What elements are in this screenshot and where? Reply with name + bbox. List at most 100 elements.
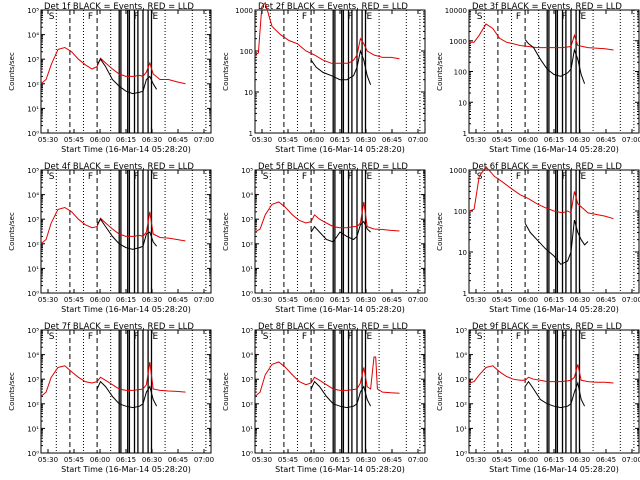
y-tick-label: 1000: [449, 167, 467, 175]
x-tick-label: 05:45: [492, 456, 512, 464]
event-marker: E: [153, 332, 159, 342]
x-tick-label: 05:45: [278, 456, 298, 464]
x-tick-label: 06:45: [168, 456, 188, 464]
y-axis-label: Counts/sec: [8, 212, 16, 251]
plot-frame: [468, 9, 640, 134]
x-tick-label: 07:00: [194, 136, 214, 144]
x-tick-label: 06:15: [330, 136, 350, 144]
chart-title: Det 3f BLACK = Events, RED = LLD: [472, 2, 622, 12]
event-marker: E: [581, 332, 587, 342]
y-tick-label: 10⁵: [241, 327, 253, 335]
event-marker: E: [367, 12, 373, 22]
y-tick-label: 10²: [455, 401, 467, 409]
event-marker: F: [302, 332, 307, 342]
y-tick-label: 10⁴: [455, 352, 467, 360]
y-axis-label: Counts/sec: [222, 212, 230, 251]
y-tick-label: 10²: [27, 401, 39, 409]
event-marker: S: [477, 332, 483, 342]
x-tick-label: 07:00: [194, 456, 214, 464]
event-marker: S: [477, 172, 483, 182]
events-series-line: [524, 380, 586, 409]
x-tick-label: 07:00: [408, 136, 428, 144]
y-axis-label: Counts/sec: [8, 52, 16, 91]
x-tick-label: 06:15: [330, 456, 350, 464]
event-marker: F: [134, 332, 139, 342]
event-marker: F: [348, 172, 353, 182]
lld-series-line: [40, 361, 186, 397]
plot-frame: [468, 329, 640, 454]
chart-title: Det 7f BLACK = Events, RED = LLD: [44, 322, 194, 332]
x-tick-label: 05:30: [252, 296, 272, 304]
x-tick-label: 06:45: [596, 456, 616, 464]
x-tick-label: 06:00: [304, 456, 324, 464]
y-tick-label: 10⁰: [27, 130, 39, 138]
events-series-line: [96, 218, 157, 250]
x-tick-label: 06:15: [116, 296, 136, 304]
event-marker: F: [348, 332, 353, 342]
event-marker: F: [562, 172, 567, 182]
event-marker: E: [367, 332, 373, 342]
x-tick-label: 06:45: [596, 296, 616, 304]
y-tick-label: 1: [463, 130, 467, 138]
chart-title: Det 6f BLACK = Events, RED = LLD: [472, 162, 622, 172]
x-tick-label: 06:15: [330, 296, 350, 304]
y-axis-label: Counts/sec: [222, 372, 230, 411]
lld-series-line: [468, 165, 614, 220]
x-tick-label: 07:00: [408, 296, 428, 304]
y-tick-label: 10⁵: [27, 327, 39, 335]
x-axis-label: Start Time (16-Mar-14 05:28:20): [275, 145, 405, 154]
x-tick-label: 06:00: [518, 456, 538, 464]
x-axis-label: Start Time (16-Mar-14 05:28:20): [61, 305, 191, 314]
y-tick-label: 1: [249, 130, 253, 138]
x-tick-label: 06:45: [168, 296, 188, 304]
event-marker: S: [477, 12, 483, 22]
y-tick-label: 10³: [241, 216, 253, 224]
event-marker: F: [302, 12, 307, 22]
lld-series-line: [254, 201, 400, 233]
event-marker: F: [516, 12, 521, 22]
y-tick-label: 10⁴: [27, 32, 39, 40]
y-axis-label: Counts/sec: [8, 372, 16, 411]
y-tick-label: 10³: [27, 216, 39, 224]
x-tick-label: 05:45: [492, 296, 512, 304]
lld-series-line: [469, 23, 614, 51]
y-tick-label: 100: [240, 48, 253, 56]
event-marker: F: [562, 332, 567, 342]
x-axis-label: Start Time (16-Mar-14 05:28:20): [489, 465, 619, 474]
y-tick-label: 10⁰: [27, 290, 39, 298]
x-tick-label: 06:30: [142, 456, 162, 464]
x-tick-label: 05:30: [466, 456, 486, 464]
y-tick-label: 10⁵: [27, 7, 39, 15]
y-tick-label: 10⁰: [455, 450, 467, 458]
event-marker: F: [88, 172, 93, 182]
lld-series-line: [40, 46, 186, 85]
x-tick-label: 06:30: [356, 456, 376, 464]
y-tick-label: 10³: [455, 376, 467, 384]
event-marker: E: [581, 172, 587, 182]
chart-title: Det 8f BLACK = Events, RED = LLD: [258, 322, 408, 332]
y-tick-label: 10⁴: [241, 352, 253, 360]
event-marker: S: [263, 332, 269, 342]
x-axis-label: Start Time (16-Mar-14 05:28:20): [489, 145, 619, 154]
plot-frame: [40, 9, 212, 134]
x-tick-label: 06:45: [168, 136, 188, 144]
x-tick-label: 06:30: [356, 136, 376, 144]
y-tick-label: 10²: [27, 241, 39, 249]
x-tick-label: 06:30: [570, 136, 590, 144]
event-marker: F: [88, 332, 93, 342]
y-tick-label: 1000: [449, 38, 467, 46]
plot-frame: [40, 169, 212, 294]
y-tick-label: 10³: [27, 376, 39, 384]
y-tick-label: 10: [458, 249, 467, 257]
y-axis-label: Counts/sec: [436, 52, 444, 91]
y-tick-label: 10¹: [27, 425, 39, 433]
plot-frame: [254, 9, 426, 134]
x-tick-label: 06:30: [142, 296, 162, 304]
event-marker: E: [153, 12, 159, 22]
x-tick-label: 06:15: [544, 456, 564, 464]
